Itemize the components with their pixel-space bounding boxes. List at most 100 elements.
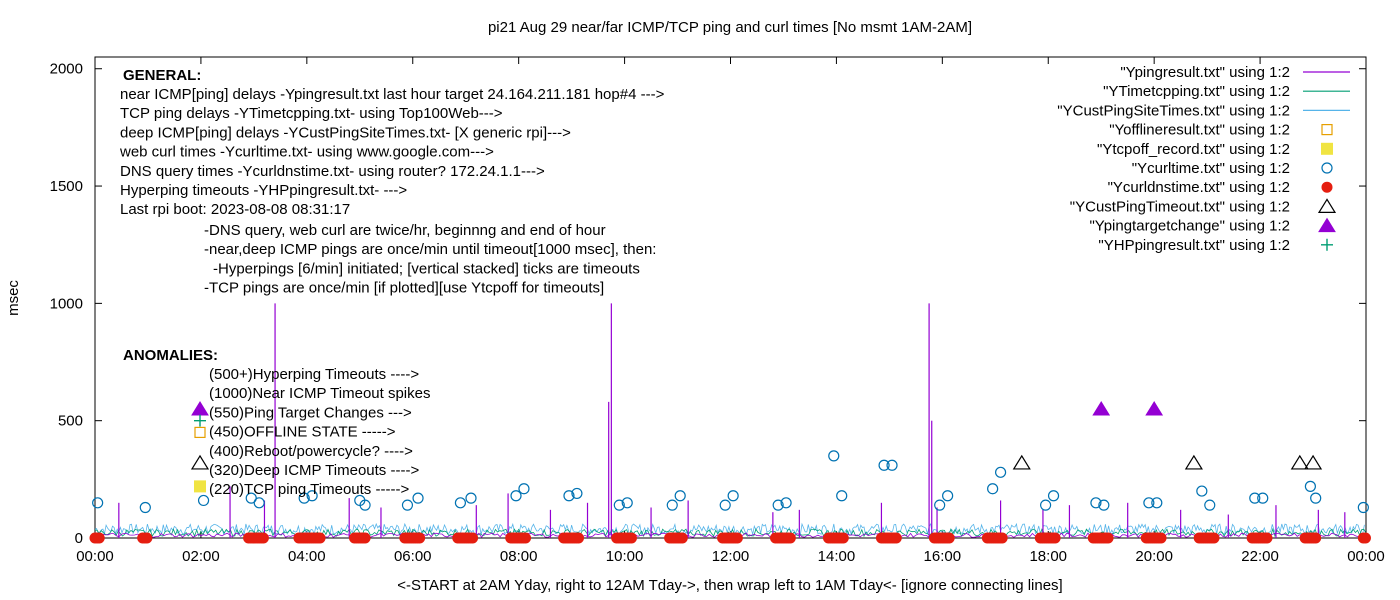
- x-tick-label: 08:00: [500, 548, 538, 565]
- curltime-point: [987, 483, 999, 495]
- curldnstime-point: [784, 532, 796, 544]
- anomaly-line: (400)Reboot/powercycle? ---->: [209, 443, 413, 460]
- curltime-point: [719, 499, 731, 511]
- annotation-layer: GENERAL: near ICMP[ping] delays -Ypingres…: [119, 67, 665, 498]
- curltime-point: [886, 459, 898, 471]
- curltime-point: [306, 490, 318, 502]
- legend-label: "Ypingresult.txt" using 1:2: [1120, 64, 1290, 81]
- anomaly-offline-marker: [194, 426, 206, 439]
- curldnstime-point: [141, 532, 153, 544]
- curltime-point: [1047, 490, 1060, 502]
- curldnstime-point: [414, 532, 426, 544]
- y-tick-label: 1000: [50, 295, 83, 312]
- legend-label: "Yofflineresult.txt" using 1:2: [1109, 122, 1290, 139]
- custpingtimeout-point: [1290, 454, 1309, 470]
- legend-label: "YHPpingresult.txt" using 1:2: [1098, 237, 1290, 254]
- x-axis-label: <-START at 2AM Yday, right to 12AM Tday-…: [397, 577, 1062, 594]
- general-line: Hyperping timeouts -YHPpingresult.txt- -…: [120, 182, 407, 199]
- anomaly-line: (550)Ping Target Changes --->: [209, 404, 412, 421]
- curldnstime-point: [731, 532, 743, 544]
- x-tick-label: 16:00: [924, 548, 962, 565]
- curltime-point: [253, 497, 265, 509]
- legend-swatch: [1321, 181, 1333, 193]
- curldnstime-point: [467, 532, 479, 544]
- curltime-point: [1304, 480, 1316, 492]
- legend-label: "YTimetcpping.txt" using 1:2: [1103, 83, 1290, 100]
- curltime-point: [359, 499, 371, 511]
- curldnstime-point: [1261, 532, 1273, 544]
- curldnstime-point: [625, 532, 637, 544]
- curltime-point: [666, 499, 678, 511]
- curldnstime-point: [1208, 532, 1220, 544]
- y-tick-label: 0: [75, 530, 83, 547]
- anomaly-line: (1000)Near ICMP Timeout spikes: [209, 385, 430, 402]
- legend-swatch: [1321, 123, 1333, 136]
- anomaly-deep-icmp-marker: [190, 454, 210, 470]
- legend-label: "Ytcpoff_record.txt" using 1:2: [1097, 141, 1290, 158]
- curltime-point: [1151, 497, 1163, 509]
- anomaly-target-change-marker: [191, 400, 209, 416]
- curltime-point: [934, 499, 946, 511]
- legend-swatch: [1317, 198, 1337, 213]
- general-note: -near,deep ICMP pings are once/min until…: [204, 241, 656, 258]
- curltime-point: [401, 499, 414, 511]
- curltime-point: [412, 492, 424, 504]
- curltime-point: [465, 492, 477, 504]
- curldnstime-point: [573, 532, 585, 544]
- general-line: TCP ping delays -YTimetcpping.txt- using…: [120, 105, 503, 122]
- general-line: deep ICMP[ping] delays -YCustPingSiteTim…: [120, 124, 571, 141]
- anomaly-line: (450)OFFLINE STATE ----->: [209, 424, 396, 441]
- curltime-point: [674, 490, 686, 502]
- curldnstime-point: [314, 532, 326, 544]
- legend-swatch: [1321, 142, 1333, 155]
- curltime-point: [92, 497, 104, 509]
- curldnstime-point: [943, 532, 955, 544]
- chart-title: pi21 Aug 29 near/far ICMP/TCP ping and c…: [488, 19, 972, 36]
- curldnstime-point: [996, 532, 1008, 544]
- curltime-point: [1196, 485, 1208, 497]
- curltime-point: [613, 499, 625, 511]
- y-axis: 0 500 1000 1500 2000: [50, 61, 1366, 547]
- x-tick-label: 14:00: [818, 548, 856, 565]
- custpingtimeout-point: [1012, 454, 1031, 470]
- curltime-point: [563, 490, 575, 502]
- curltime-point: [197, 494, 210, 507]
- curldnstime-point: [1155, 532, 1167, 544]
- curldnstime-point: [1310, 532, 1322, 544]
- curltime-point: [454, 497, 467, 509]
- curldnstime-point: [890, 532, 902, 544]
- general-heading: GENERAL:: [123, 67, 201, 84]
- curldnstime-point: [257, 532, 269, 544]
- curltime-point: [1310, 492, 1322, 504]
- general-note: -TCP pings are once/min [if plotted][use…: [204, 280, 604, 297]
- curldnstime-point: [359, 532, 371, 544]
- curldnstime-point: [1359, 532, 1371, 544]
- general-line: DNS query times -Ycurldnstime.txt- using…: [120, 163, 545, 180]
- curltime-point: [836, 490, 848, 502]
- general-note: -Hyperpings [6/min] initiated; [vertical…: [213, 260, 640, 277]
- curldnstime-point: [520, 532, 532, 544]
- x-tick-label: 06:00: [394, 548, 432, 565]
- anomalies-heading: ANOMALIES:: [123, 347, 218, 364]
- x-tick-label: 02:00: [182, 548, 220, 565]
- curltime-point: [518, 483, 530, 495]
- curltime-point: [878, 459, 890, 471]
- curltime-point: [139, 501, 151, 514]
- legend-swatch: [1321, 162, 1333, 174]
- series-layer: [89, 303, 1371, 544]
- curldnstime-point: [1102, 532, 1114, 544]
- x-tick-label: 22:00: [1241, 548, 1279, 565]
- curldnstime-point: [676, 532, 688, 544]
- anomaly-line: (320)Deep ICMP Timeouts ---->: [209, 462, 419, 479]
- curltime-point: [1090, 497, 1102, 509]
- anomaly-line: (220)TCP ping Timeouts ----->: [209, 481, 409, 498]
- y-axis-label: msec: [5, 280, 22, 316]
- y-tick-label: 2000: [50, 61, 83, 78]
- anomaly-hyperping-marker: [194, 414, 206, 427]
- curltime-point: [1204, 499, 1216, 511]
- curltime-point: [571, 487, 583, 500]
- custpingtimeout-point: [1184, 454, 1203, 470]
- legend-swatch: [1318, 217, 1336, 233]
- curldnstime-point: [1049, 532, 1061, 544]
